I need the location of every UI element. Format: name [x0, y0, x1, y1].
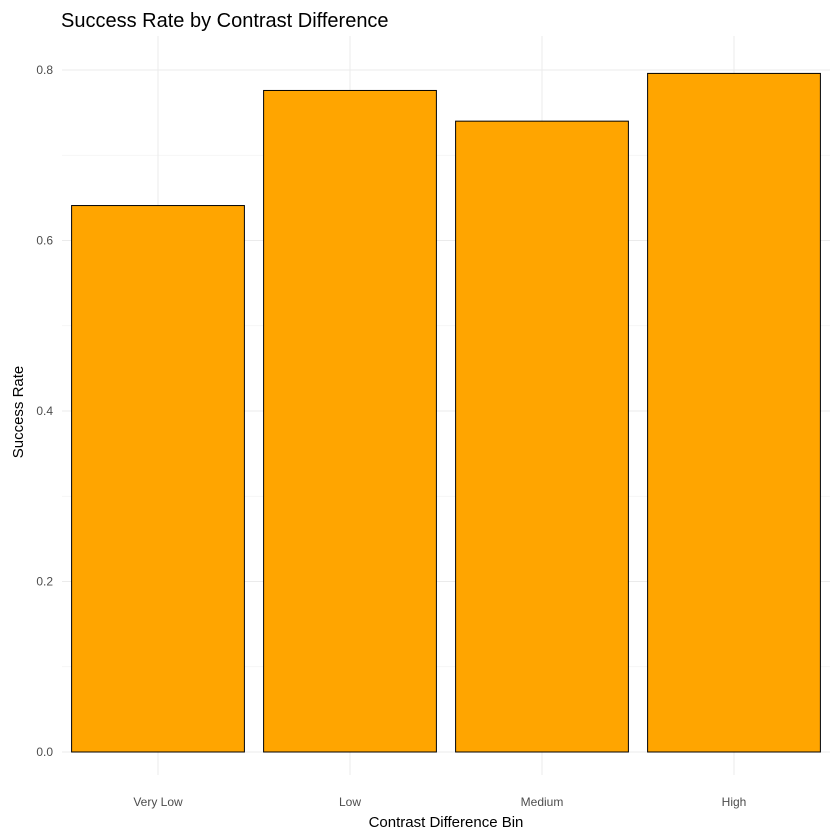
- x-axis-ticks: Very Low Low Medium High: [133, 795, 746, 809]
- y-tick-label: 0.4: [36, 404, 53, 418]
- y-tick-label: 0.8: [36, 63, 53, 77]
- x-tick-label: Low: [339, 795, 361, 809]
- y-tick-label: 0.6: [36, 234, 53, 248]
- bar-medium: [455, 120, 629, 753]
- y-tick-label: 0.2: [36, 575, 53, 589]
- x-tick-label: Medium: [521, 795, 564, 809]
- chart-title: Success Rate by Contrast Difference: [61, 10, 389, 32]
- y-tick-label: 0.0: [36, 745, 53, 759]
- bars: [71, 72, 821, 753]
- bar-very-low: [71, 205, 245, 753]
- x-tick-label: High: [722, 795, 747, 809]
- y-axis-title: Success Rate: [10, 366, 27, 459]
- x-tick-label: Very Low: [133, 795, 183, 809]
- bar-high: [647, 72, 821, 753]
- y-axis-ticks: 0.0 0.2 0.4 0.6 0.8: [36, 63, 53, 759]
- bar-low: [263, 89, 437, 753]
- x-axis-title: Contrast Difference Bin: [369, 814, 524, 831]
